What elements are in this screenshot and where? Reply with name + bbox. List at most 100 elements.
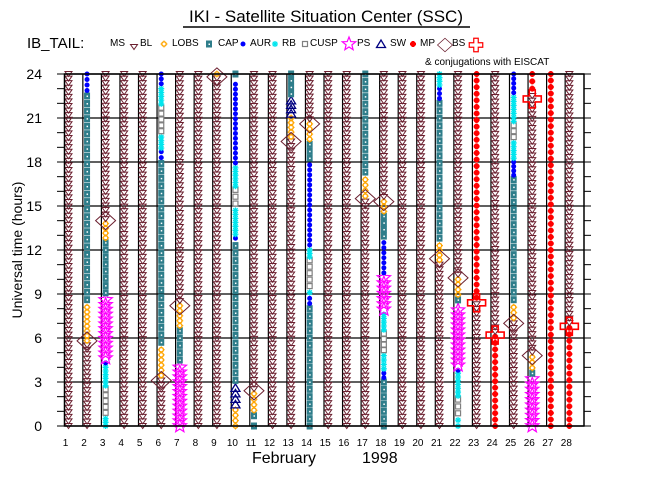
ms-marker bbox=[527, 202, 537, 210]
ms-marker bbox=[212, 153, 222, 160]
ms-marker bbox=[472, 376, 482, 383]
ms-marker bbox=[416, 413, 426, 421]
ms-marker bbox=[527, 335, 537, 343]
ms-marker bbox=[101, 170, 111, 178]
ms-marker bbox=[64, 253, 73, 261]
ms-marker bbox=[360, 212, 370, 219]
ms-marker bbox=[360, 400, 370, 407]
ms-marker bbox=[379, 134, 389, 142]
ms-marker bbox=[342, 290, 352, 297]
ms-marker bbox=[323, 93, 333, 101]
ms-marker bbox=[379, 112, 389, 119]
lobs-marker bbox=[176, 341, 183, 349]
ms-marker bbox=[64, 285, 73, 293]
lobs-marker bbox=[84, 145, 91, 153]
lobs-marker bbox=[436, 122, 443, 130]
ms-marker bbox=[286, 344, 296, 352]
ms-marker bbox=[193, 144, 203, 151]
ms-marker bbox=[64, 116, 73, 124]
sw-marker bbox=[547, 364, 554, 371]
mp-diamond-marker bbox=[76, 331, 98, 351]
ms-marker bbox=[379, 80, 389, 87]
ms-marker bbox=[101, 179, 111, 187]
day-column-13 bbox=[280, 70, 302, 430]
ms-marker bbox=[397, 157, 407, 165]
ms-marker bbox=[527, 244, 537, 251]
ms-marker bbox=[360, 345, 370, 352]
ms-marker bbox=[435, 404, 444, 411]
ms-marker bbox=[193, 253, 203, 261]
ms-marker bbox=[323, 162, 333, 169]
ms-marker bbox=[453, 125, 463, 133]
ms-marker bbox=[64, 162, 73, 169]
ms-marker bbox=[138, 263, 148, 270]
ms-marker bbox=[193, 135, 203, 142]
cap-marker bbox=[307, 222, 313, 228]
aur-marker bbox=[380, 361, 387, 368]
aur-marker bbox=[158, 89, 165, 96]
ms-marker bbox=[268, 180, 278, 188]
ms-marker bbox=[268, 231, 278, 238]
ms-marker bbox=[379, 93, 389, 101]
lobs-marker bbox=[510, 236, 517, 244]
ms-marker bbox=[397, 409, 407, 416]
ms-marker bbox=[527, 93, 537, 100]
ms-marker bbox=[212, 107, 222, 114]
ms-marker bbox=[138, 336, 148, 343]
lobs-marker bbox=[158, 316, 165, 324]
cap-marker bbox=[232, 106, 238, 112]
ms-marker bbox=[64, 295, 73, 302]
ms-marker bbox=[64, 221, 73, 229]
ms-marker bbox=[342, 89, 352, 96]
ms-marker bbox=[323, 176, 333, 183]
lobs-marker bbox=[158, 241, 165, 249]
ms-marker bbox=[249, 134, 259, 142]
ms-marker bbox=[527, 303, 537, 311]
ms-marker bbox=[490, 227, 500, 234]
ms-marker bbox=[249, 281, 259, 288]
mp-diamond-marker bbox=[428, 249, 451, 269]
ms-marker bbox=[212, 354, 222, 361]
ms-marker bbox=[360, 386, 370, 393]
sw-marker bbox=[473, 248, 480, 255]
ms-marker bbox=[212, 272, 222, 279]
legend-item-lobs: LOBS bbox=[172, 38, 212, 49]
rb-marker bbox=[232, 200, 239, 207]
bl-marker bbox=[83, 337, 91, 345]
ms-marker bbox=[286, 207, 296, 214]
ms-marker bbox=[286, 225, 296, 233]
ms-marker bbox=[175, 154, 185, 161]
ms-marker bbox=[64, 93, 73, 101]
sw-marker bbox=[492, 416, 499, 423]
ms-marker bbox=[82, 405, 92, 412]
ms-marker bbox=[323, 89, 333, 96]
ms-marker bbox=[416, 240, 426, 247]
ms-marker bbox=[175, 182, 185, 189]
bs-cross-marker bbox=[522, 89, 543, 109]
ms-marker bbox=[564, 130, 574, 138]
ms-marker bbox=[453, 248, 463, 256]
ms-marker bbox=[212, 226, 222, 233]
ms-marker bbox=[101, 216, 111, 223]
ms-marker bbox=[397, 208, 407, 215]
aur-marker bbox=[306, 253, 313, 260]
ms-marker bbox=[490, 301, 500, 308]
ms-marker bbox=[138, 144, 148, 151]
ms-marker bbox=[249, 93, 259, 101]
ms-marker bbox=[435, 303, 444, 310]
ms-marker bbox=[64, 121, 73, 128]
ms-marker bbox=[379, 180, 389, 187]
ms-marker bbox=[527, 161, 537, 169]
lobs-marker bbox=[455, 296, 462, 304]
lobs-marker bbox=[380, 225, 387, 233]
ms-marker bbox=[360, 340, 370, 347]
lobs-marker bbox=[84, 130, 91, 138]
ms-marker bbox=[286, 276, 296, 283]
ms-marker bbox=[193, 354, 203, 361]
ms-marker bbox=[342, 331, 352, 338]
sw-marker bbox=[566, 337, 573, 344]
ms-marker bbox=[268, 221, 278, 229]
ms-marker bbox=[193, 391, 203, 398]
ms-marker bbox=[138, 253, 148, 261]
